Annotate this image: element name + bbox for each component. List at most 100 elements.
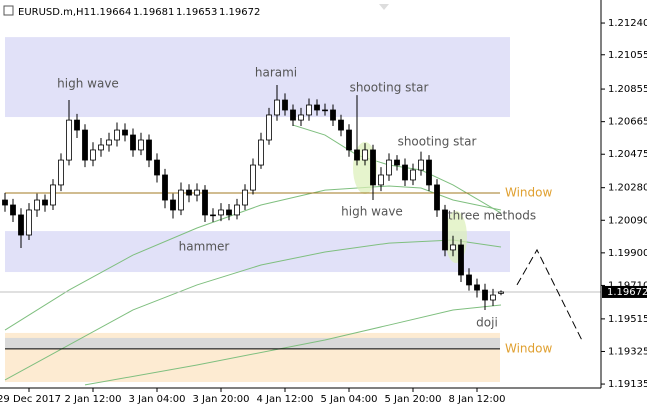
candle-body [458,244,464,276]
y-tick-label: 1.21240 [608,18,647,29]
candle-body [370,149,376,186]
candle-body [170,199,176,211]
zone [5,231,510,273]
axes: 1.21240 1.21055 1.20855 1.20665 1.20475 1.202… [0,18,647,405]
candle-body [258,139,264,166]
zones [5,37,510,382]
y-tick-label: 1.20855 [608,84,647,95]
candles [2,84,504,310]
candle-body [434,184,440,211]
candle-body [250,164,256,191]
candle-body [442,209,448,251]
y-tick-label: 1.20090 [608,215,647,226]
moving-average [4,239,502,381]
candle-body [354,149,360,161]
candle-body [138,139,144,151]
menu-icon [379,4,389,10]
annotation: shooting star [398,135,477,149]
candle-body [426,159,432,186]
x-tick-label: 4 Jan 12:00 [257,394,314,405]
y-tick-label: 1.21055 [608,50,647,61]
y-tick-label: 1.19900 [608,248,647,259]
annotation: shooting star [350,81,429,95]
candle-body [362,149,368,161]
candle-body [410,169,416,181]
candle-body [194,189,200,196]
y-tick-label: 1.20280 [608,183,647,194]
candle-body [178,189,184,211]
candle-body [242,189,248,206]
header-high: 1.19681 [133,7,174,18]
annotation: high wave [57,77,119,91]
y-tick-label: 1.19710 [608,280,647,291]
current-price-box [602,285,647,298]
x-tick-label: 3 Jan 20:00 [193,394,250,405]
candle-body [130,134,136,151]
candle-body [378,174,384,186]
x-tick-label: 29 Dec 2017 [0,394,61,405]
candle-body [114,129,120,141]
candle-body [202,189,208,216]
candle-body [90,149,96,161]
y-tick-label: 1.19515 [608,314,647,325]
candle-body [418,159,424,171]
x-tick-label: 2 Jan 12:00 [65,394,122,405]
y-tick-label: 1.19135 [608,379,647,390]
header-low: 1.19653 [176,7,217,18]
x-tick-label: 5 Jan 04:00 [321,394,378,405]
chart-title: EURUSD.m,H1 [18,7,90,18]
candle-body [186,189,192,196]
header-close: 1.19672 [219,7,260,18]
candle-body [42,199,48,206]
candle-body [314,104,320,111]
y-tick-label: 1.20475 [608,149,647,160]
candle-body [322,109,328,112]
candle-body [210,214,216,217]
header-open: 1.19664 [90,7,131,18]
candle-body [162,174,168,201]
candle-body [306,104,312,116]
candle-body [82,129,88,161]
candle-body [26,209,32,236]
annotation: harami [255,66,297,80]
candle-body [122,129,128,136]
candle-body [18,214,24,236]
candle-body [274,99,280,116]
symbol-icon [3,5,14,16]
forecast-line [516,248,583,341]
candle-body [466,274,472,286]
candle-body [402,164,408,181]
candle-body [66,119,72,161]
candle-body [218,209,224,216]
candle-body [74,119,80,131]
y-tick-label: 1.19325 [608,346,647,357]
candle-body [34,199,40,211]
candle-body [2,199,8,206]
candle-body [226,209,232,216]
x-tick-label: 3 Jan 04:00 [129,394,186,405]
candle-body [234,204,240,216]
candle-body [498,291,504,294]
candle-body [394,159,400,166]
candle-body [386,159,392,176]
candle-body [450,244,456,251]
candle-body [282,99,288,111]
candle-body [106,139,112,146]
candle-body [346,129,352,151]
candle-body [154,159,160,176]
candle-body [290,109,296,121]
candle-body [10,204,16,216]
zone [5,337,500,349]
x-tick-label: 8 Jan 12:00 [449,394,506,405]
annotation: hammer [179,240,230,254]
annotation: three methods [448,209,536,223]
candle-body [474,284,480,291]
candle-body [338,119,344,131]
x-tick-label: 5 Jan 20:00 [385,394,442,405]
candle-body [146,139,152,161]
level-label: Window [505,185,553,199]
candle-body [266,114,272,141]
moving-average [84,304,502,386]
